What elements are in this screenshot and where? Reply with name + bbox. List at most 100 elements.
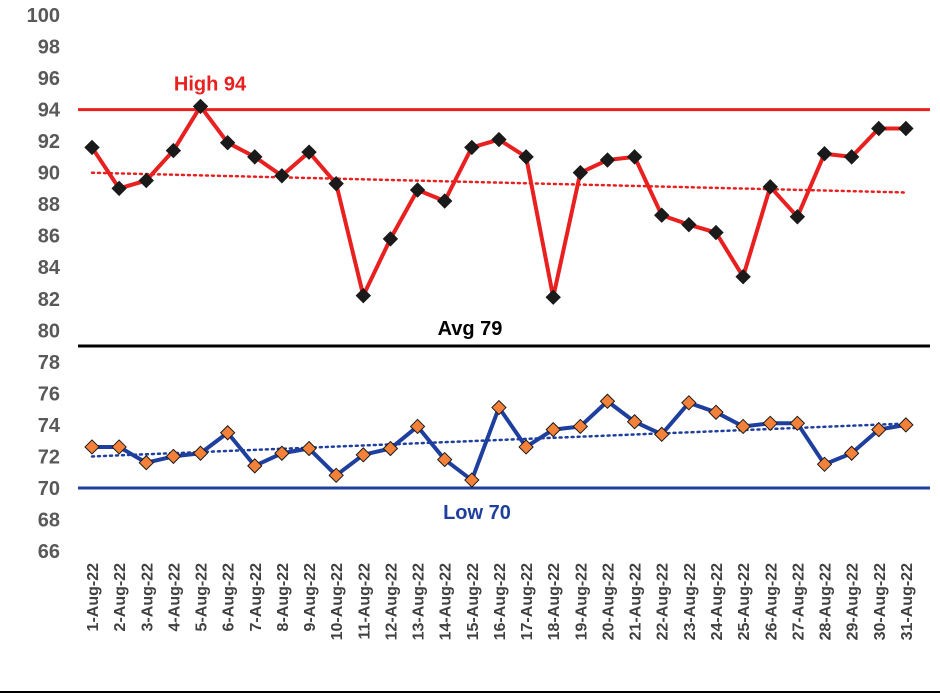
marker xyxy=(572,164,589,181)
marker xyxy=(545,421,561,438)
reference-label: High 94 xyxy=(174,74,247,96)
marker xyxy=(735,268,751,285)
y-tick-label: 68 xyxy=(38,509,60,531)
marker xyxy=(871,120,887,137)
marker xyxy=(898,417,914,433)
marker xyxy=(192,445,209,461)
y-tick-label: 94 xyxy=(38,100,61,122)
marker xyxy=(382,231,399,247)
y-tick-label: 98 xyxy=(38,37,60,59)
marker xyxy=(301,144,317,160)
x-tick-label: 11-Aug-22 xyxy=(356,563,373,640)
x-tick-label: 22-Aug-22 xyxy=(655,563,672,640)
x-tick-label: 2-Aug-22 xyxy=(112,563,129,632)
x-tick-label: 1-Aug-22 xyxy=(85,563,102,632)
marker xyxy=(355,287,372,304)
marker xyxy=(138,172,154,189)
marker xyxy=(816,146,833,162)
y-tick-label: 90 xyxy=(38,163,60,185)
marker xyxy=(247,149,263,165)
x-tick-label: 29-Aug-22 xyxy=(845,563,862,640)
marker xyxy=(816,456,833,473)
reference-label: Avg 79 xyxy=(438,318,503,340)
x-tick-label: 16-Aug-22 xyxy=(492,563,509,640)
x-tick-label: 5-Aug-22 xyxy=(194,563,211,632)
marker xyxy=(843,149,860,165)
x-tick-label: 17-Aug-22 xyxy=(519,563,536,640)
marker xyxy=(735,418,751,435)
x-tick-label: 23-Aug-22 xyxy=(682,563,699,640)
marker xyxy=(219,134,236,151)
x-tick-label: 21-Aug-22 xyxy=(628,563,645,640)
x-tick-label: 15-Aug-22 xyxy=(465,563,482,640)
marker xyxy=(165,448,182,465)
marker xyxy=(219,425,236,441)
y-tick-label: 74 xyxy=(38,415,61,437)
x-tick-label: 25-Aug-22 xyxy=(736,563,753,640)
y-tick-label: 100 xyxy=(27,5,60,27)
marker xyxy=(762,179,778,195)
marker xyxy=(301,440,317,457)
trendline xyxy=(90,422,908,458)
x-tick-label: 20-Aug-22 xyxy=(600,563,617,640)
marker xyxy=(328,467,344,484)
marker xyxy=(681,395,697,411)
x-tick-label: 31-Aug-22 xyxy=(899,563,916,640)
x-tick-label: 27-Aug-22 xyxy=(790,563,807,640)
marker xyxy=(599,152,616,168)
marker xyxy=(111,439,127,455)
x-tick-label: 9-Aug-22 xyxy=(302,563,319,632)
marker xyxy=(898,120,914,137)
marker xyxy=(111,180,127,197)
x-tick-label: 8-Aug-22 xyxy=(275,563,292,632)
x-tick-label: 26-Aug-22 xyxy=(763,563,780,640)
marker xyxy=(518,439,534,455)
y-tick-label: 86 xyxy=(38,226,60,248)
marker xyxy=(762,415,778,432)
y-tick-label: 96 xyxy=(38,68,60,90)
marker xyxy=(599,393,616,409)
y-tick-label: 82 xyxy=(38,289,60,311)
x-tick-label: 7-Aug-22 xyxy=(248,563,265,632)
marker xyxy=(708,404,724,420)
y-tick-label: 76 xyxy=(38,383,60,405)
marker xyxy=(626,414,643,430)
marker xyxy=(545,289,561,305)
marker xyxy=(843,445,860,461)
x-tick-label: 4-Aug-22 xyxy=(166,563,183,632)
y-tick-label: 88 xyxy=(38,194,60,216)
marker xyxy=(789,209,806,225)
marker xyxy=(681,216,697,233)
y-tick-label: 80 xyxy=(38,320,60,342)
x-tick-label: 10-Aug-22 xyxy=(329,563,346,640)
marker xyxy=(382,440,399,457)
marker xyxy=(247,458,263,474)
marker xyxy=(491,399,507,416)
marker xyxy=(138,455,154,471)
x-tick-label: 19-Aug-22 xyxy=(573,563,590,640)
y-tick-label: 66 xyxy=(38,541,60,563)
marker xyxy=(436,193,453,209)
y-tick-label: 70 xyxy=(38,478,60,500)
marker xyxy=(464,139,480,156)
marker xyxy=(464,472,480,488)
x-tick-label: 24-Aug-22 xyxy=(709,563,726,640)
y-tick-label: 72 xyxy=(38,446,60,468)
reference-label: Low 70 xyxy=(443,502,511,524)
marker xyxy=(409,182,426,198)
x-tick-label: 13-Aug-22 xyxy=(411,563,428,640)
x-tick-label: 3-Aug-22 xyxy=(139,563,156,632)
marker xyxy=(436,451,453,468)
x-tick-label: 6-Aug-22 xyxy=(221,563,238,632)
marker xyxy=(409,418,426,435)
marker xyxy=(626,149,643,165)
marker xyxy=(165,142,182,159)
marker xyxy=(789,415,806,432)
marker xyxy=(274,168,290,184)
marker xyxy=(84,439,100,455)
marker xyxy=(192,98,209,115)
marker xyxy=(654,207,670,223)
marker xyxy=(518,149,534,165)
marker xyxy=(274,445,290,461)
